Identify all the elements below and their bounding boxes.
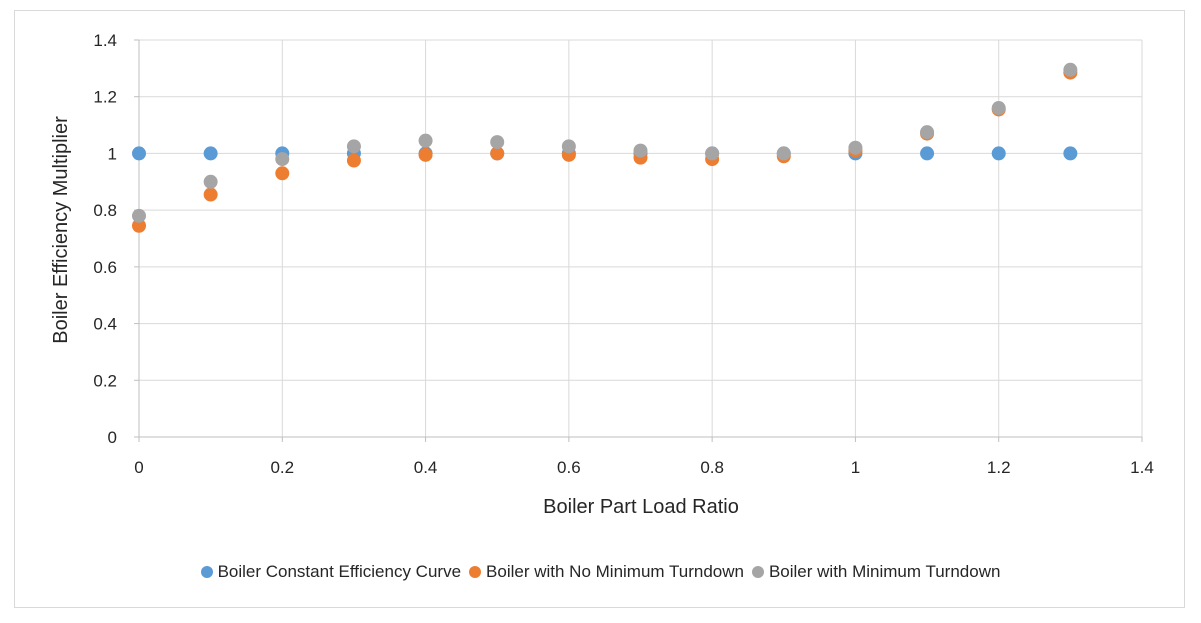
y-tick-label: 0.8 [93,201,117,220]
point-boiler-with-minimum-turndown [418,133,433,148]
point-boiler-constant-efficiency-curve [1063,146,1078,161]
legend-marker [469,566,482,578]
x-tick-label: 1 [851,458,860,477]
y-tick-label: 0.6 [93,258,117,277]
grid-layer [139,39,1143,437]
point-boiler-with-minimum-turndown [132,208,146,223]
x-axis-title: Boiler Part Load Ratio [543,496,739,518]
point-boiler-with-no-minimum-turndown [203,187,218,202]
y-tick-label: 1 [108,144,117,163]
point-boiler-with-minimum-turndown [1063,62,1078,77]
point-boiler-with-minimum-turndown [705,146,720,161]
legend-item: Boiler Constant Efficiency Curve [200,562,462,582]
point-boiler-with-no-minimum-turndown [490,146,505,161]
point-boiler-with-minimum-turndown [848,140,863,155]
legend: Boiler Constant Efficiency Curve Boiler w… [0,562,1201,582]
y-tick-label: 0.4 [93,315,117,334]
labels-layer: 0 0.2 0.4 0.6 0.8 1 1.2 1.4 0 0.2 0.4 0.6 0.8 1 1.2 1.4 [93,31,1153,477]
legend-marker [200,566,213,578]
point-boiler-with-minimum-turndown [275,152,290,167]
point-boiler-constant-efficiency-curve [132,146,146,161]
point-boiler-with-no-minimum-turndown [346,153,361,168]
point-boiler-constant-efficiency-curve [203,146,218,161]
legend-label: Boiler with No Minimum Turndown [486,562,744,581]
chart-frame [14,10,1185,608]
point-boiler-with-minimum-turndown [633,143,648,158]
point-boiler-with-minimum-turndown [203,174,218,189]
axis-layer [134,39,1143,442]
y-axis-title: Boiler Efficiency Multiplier [50,116,72,344]
x-tick-label: 0 [134,458,143,477]
x-tick-label: 0.6 [557,458,581,477]
point-boiler-constant-efficiency-curve [991,146,1006,161]
point-boiler-with-minimum-turndown [490,135,505,150]
x-tick-label: 0.8 [700,458,724,477]
y-tick-label: 0.2 [93,371,117,390]
point-boiler-with-minimum-turndown [561,139,576,154]
legend-marker [751,566,764,578]
x-tick-label: 1.4 [1130,458,1154,477]
point-boiler-with-no-minimum-turndown [418,147,433,162]
x-tick-label: 1.2 [987,458,1011,477]
y-tick-label: 1.4 [93,31,117,50]
point-boiler-with-minimum-turndown [346,139,361,154]
legend-label: Boiler with Minimum Turndown [768,562,1001,581]
x-tick-label: 0.2 [270,458,294,477]
y-tick-label: 0 [108,428,117,447]
points-layer [132,62,1078,233]
point-boiler-with-no-minimum-turndown [132,218,146,233]
legend-label: Boiler Constant Efficiency Curve [217,562,462,581]
point-boiler-with-minimum-turndown [776,146,791,161]
point-boiler-with-minimum-turndown [920,125,935,140]
legend-item: Boiler with No Minimum Turndown [469,562,744,582]
point-boiler-with-minimum-turndown [991,101,1006,116]
x-tick-label: 0.4 [414,458,438,477]
point-boiler-constant-efficiency-curve [920,146,935,161]
legend-item: Boiler with Minimum Turndown [751,562,1001,582]
point-boiler-with-no-minimum-turndown [275,166,290,181]
y-tick-label: 1.2 [93,88,117,107]
